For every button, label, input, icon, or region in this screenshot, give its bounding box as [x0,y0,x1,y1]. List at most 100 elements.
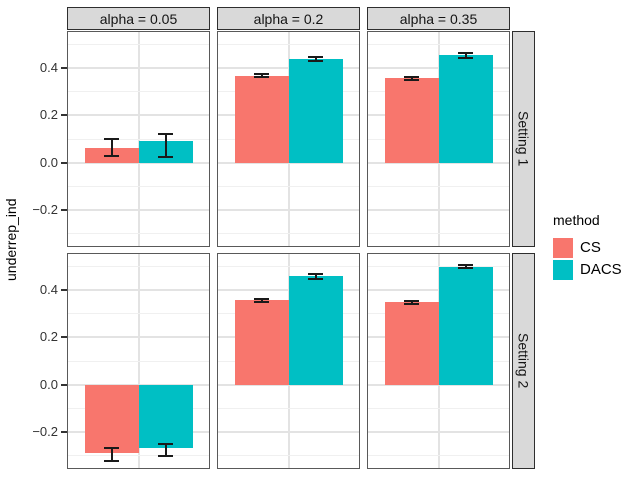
error-bar-cap-top [158,443,173,446]
bar-dacs [439,266,493,385]
major-gridline [68,67,209,70]
facet-panel [67,31,210,247]
bar-dacs [289,276,343,385]
minor-gridline [68,91,209,93]
major-gridline [218,161,359,164]
major-gridline [218,67,359,70]
minor-gridline [368,185,509,187]
y-tick-mark-icon [61,383,67,386]
y-tick-mark-icon [61,66,67,69]
major-gridline [68,336,209,339]
error-bar-whisker [261,74,263,78]
y-tick-label: 0.2 [39,329,58,345]
major-gridline [368,67,509,70]
y-tick-label: 0.0 [39,376,58,392]
legend-swatch-cs-icon [553,237,573,258]
error-bar-cap-top [104,446,119,449]
error-bar-cap-bottom [308,277,323,280]
error-bar-cap-top [404,75,419,78]
minor-gridline [68,44,209,46]
facet-col-label: alpha = 0.2 [253,10,324,27]
minor-gridline [68,232,209,234]
error-bar-cap-top [104,138,119,141]
error-bar-whisker [315,274,317,279]
error-bar-whisker [261,299,263,303]
error-bar-cap-bottom [158,455,173,458]
minor-gridline [218,232,359,234]
y-tick-mark-icon [61,336,67,339]
error-bar-cap-top [404,300,419,303]
error-bar-cap-top [254,298,269,301]
facet-row-label: Setting 2 [515,333,532,389]
error-bar-cap-bottom [104,155,119,158]
error-bar-cap-bottom [104,459,119,462]
facet-panel [367,253,510,469]
legend: method CS DACS [553,212,640,281]
minor-gridline [68,360,209,362]
y-tick-label: 0.2 [39,107,58,123]
minor-gridline [68,185,209,187]
major-gridline [218,430,359,433]
error-bar-whisker [111,139,113,157]
minor-gridline [368,44,509,46]
major-gridline [218,383,359,386]
major-gridline [368,289,509,292]
major-gridline [218,208,359,211]
major-gridline [68,208,209,211]
minor-gridline [68,138,209,140]
legend-label-cs: CS [580,239,601,256]
error-bar-whisker [465,53,467,58]
legend-title: method [553,212,600,228]
major-gridline [368,430,509,433]
facet-col-label: alpha = 0.35 [399,10,478,27]
facet-panel [217,31,360,247]
minor-gridline [68,313,209,315]
facet-col-strip-alpha-005: alpha = 0.05 [67,7,210,30]
facet-panel [67,253,210,469]
y-tick-label: 0.0 [39,154,58,170]
error-bar-cap-top [254,73,269,76]
facet-row-label: Setting 1 [515,111,532,167]
major-gridline [68,161,209,164]
minor-gridline [368,266,509,268]
error-bar-cap-bottom [254,76,269,79]
major-gridline [368,161,509,164]
legend-item-dacs: DACS [553,259,640,280]
facet-col-label: alpha = 0.05 [99,10,178,27]
facet-col-strip-alpha-02: alpha = 0.2 [217,7,360,30]
error-bar-cap-bottom [308,60,323,63]
y-tick-mark-icon [61,431,67,434]
minor-gridline [218,44,359,46]
minor-gridline [218,454,359,456]
y-tick-mark-icon [61,114,67,117]
error-bar-cap-top [458,264,473,267]
bar-dacs [139,384,193,449]
legend-item-cs: CS [553,237,640,258]
error-bar-cap-top [308,56,323,59]
minor-gridline [218,185,359,187]
facet-col-strip-alpha-035: alpha = 0.35 [367,7,510,30]
y-tick-mark-icon [61,288,67,291]
error-bar-cap-bottom [458,56,473,59]
y-tick-label: 0.4 [39,281,58,297]
error-bar-cap-bottom [158,156,173,159]
y-tick-mark-icon [61,161,67,164]
error-bar-whisker [111,447,113,461]
minor-gridline [218,266,359,268]
error-bar-cap-top [458,52,473,55]
minor-gridline [368,407,509,409]
minor-gridline [68,454,209,456]
error-bar-whisker [411,76,413,80]
error-bar-cap-top [158,133,173,136]
major-gridline [368,383,509,386]
minor-gridline [368,232,509,234]
y-tick-mark-icon [61,209,67,212]
facet-row-strip-setting-1: Setting 1 [512,31,535,247]
minor-gridline [368,454,509,456]
bar-dacs [289,58,343,163]
error-bar-whisker [165,444,167,457]
error-bar-cap-bottom [404,303,419,306]
facet-panel [367,31,510,247]
major-gridline [68,114,209,117]
